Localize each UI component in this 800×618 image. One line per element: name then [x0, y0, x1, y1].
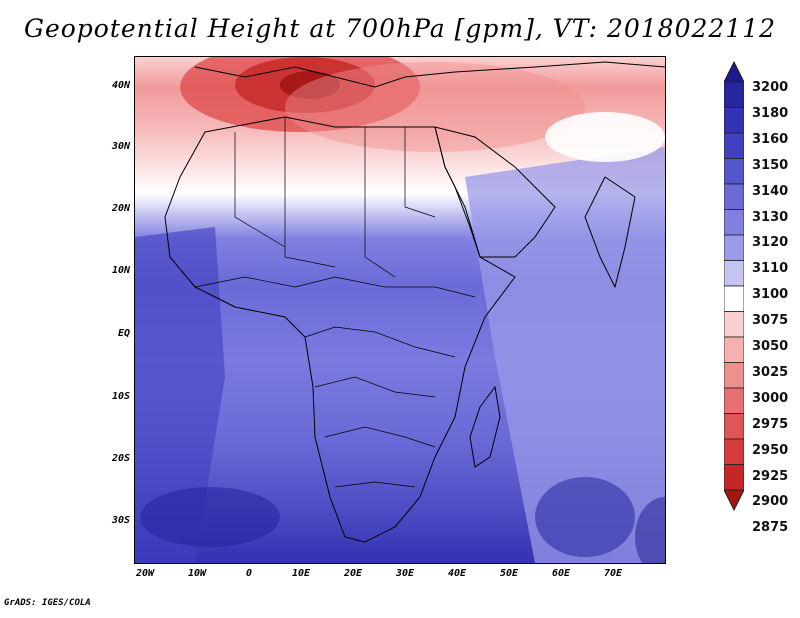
- colorbar-label: 2925: [752, 468, 789, 484]
- lat-label-10s: 10S: [111, 391, 130, 402]
- colorbar-label: 2950: [752, 442, 789, 458]
- map-panel: [134, 56, 666, 564]
- middle-east-field: [285, 62, 585, 152]
- lon-label-10w: 10W: [187, 568, 207, 579]
- map-title: Geopotential Height at 700hPa [gpm], VT:…: [23, 14, 777, 43]
- colorbar-label: 3025: [752, 364, 789, 380]
- colorbar-segment: [724, 438, 744, 465]
- colorbar-segment: [724, 311, 744, 338]
- lon-label-10e: 10E: [291, 568, 311, 579]
- colorbar-label: 3000: [752, 390, 789, 406]
- indian-ocean-field: [465, 147, 665, 563]
- colorbar-segment: [724, 158, 744, 185]
- lon-label-0: 0: [245, 568, 253, 579]
- colorbar-label: 3160: [752, 131, 789, 147]
- colorbar-bottom-arrow: [724, 489, 744, 512]
- lat-label-10n: 10N: [111, 265, 130, 276]
- lat-label-40n: 40N: [111, 80, 130, 91]
- colorbar-segment: [724, 81, 744, 108]
- colorbar-label: 3150: [752, 157, 789, 173]
- lat-label-20s: 20S: [111, 453, 130, 464]
- india-coastline: [584, 176, 636, 289]
- colorbar-segment: [724, 209, 744, 236]
- colorbar-label: 2875: [752, 520, 789, 536]
- colorbar-label: 3120: [752, 235, 789, 251]
- colorbar-segment: [724, 132, 744, 159]
- colorbar-segment: [724, 234, 744, 261]
- colorbar-label: 3140: [752, 183, 789, 199]
- colorbar-label: 3050: [752, 339, 789, 354]
- colorbar-label: 3075: [752, 313, 789, 329]
- south-indian-trough: [535, 477, 635, 557]
- lon-label-70e: 70E: [603, 568, 623, 579]
- colorbar-segment: [724, 362, 744, 389]
- colorbar-top-arrow: [724, 60, 744, 83]
- footer-credit: GrADS: IGES/COLA: [4, 598, 91, 608]
- lat-label-30n: 30N: [111, 141, 130, 152]
- lon-label-40e: 40E: [447, 568, 467, 579]
- mediterranean-low-center: [280, 71, 340, 99]
- colorbar-label: 3130: [752, 209, 789, 225]
- arabia-coastline: [434, 126, 556, 258]
- high-plateau-field: [545, 112, 665, 162]
- lon-label-30e: 30E: [395, 568, 415, 579]
- colorbar-label: 3110: [752, 261, 789, 277]
- colorbar-label: 2900: [752, 494, 789, 510]
- colorbar-segment: [724, 107, 744, 134]
- country-borders: [194, 117, 476, 488]
- colorbar-label: 3200: [752, 80, 789, 95]
- colorbar-segment: [724, 413, 744, 440]
- lat-label-30s: 30S: [111, 515, 130, 526]
- atlantic-field: [135, 227, 225, 563]
- colorbar-svg: [724, 60, 744, 512]
- geopotential-map: [135, 57, 665, 563]
- colorbar-label: 2975: [752, 416, 789, 432]
- colorbar-segment: [724, 183, 744, 210]
- south-east-trough: [635, 497, 665, 563]
- lat-label-eq: EQ: [117, 328, 130, 339]
- lon-label-20e: 20E: [343, 568, 363, 579]
- lon-label-60e: 60E: [551, 568, 571, 579]
- lon-label-20w: 20W: [135, 568, 155, 579]
- lon-label-50e: 50E: [499, 568, 519, 579]
- colorbar-segment: [724, 260, 744, 287]
- lat-label-20n: 20N: [111, 203, 130, 214]
- madagascar-coastline: [469, 385, 501, 468]
- colorbar-segment: [724, 387, 744, 414]
- colorbar-label: 3100: [752, 287, 789, 303]
- colorbar-label: 3180: [752, 105, 789, 121]
- colorbar-segment: [724, 285, 744, 312]
- europe-coastline: [194, 61, 665, 88]
- colorbar-segment: [724, 336, 744, 363]
- colorbar-segment: [724, 464, 744, 491]
- south-atlantic-trough: [140, 487, 280, 547]
